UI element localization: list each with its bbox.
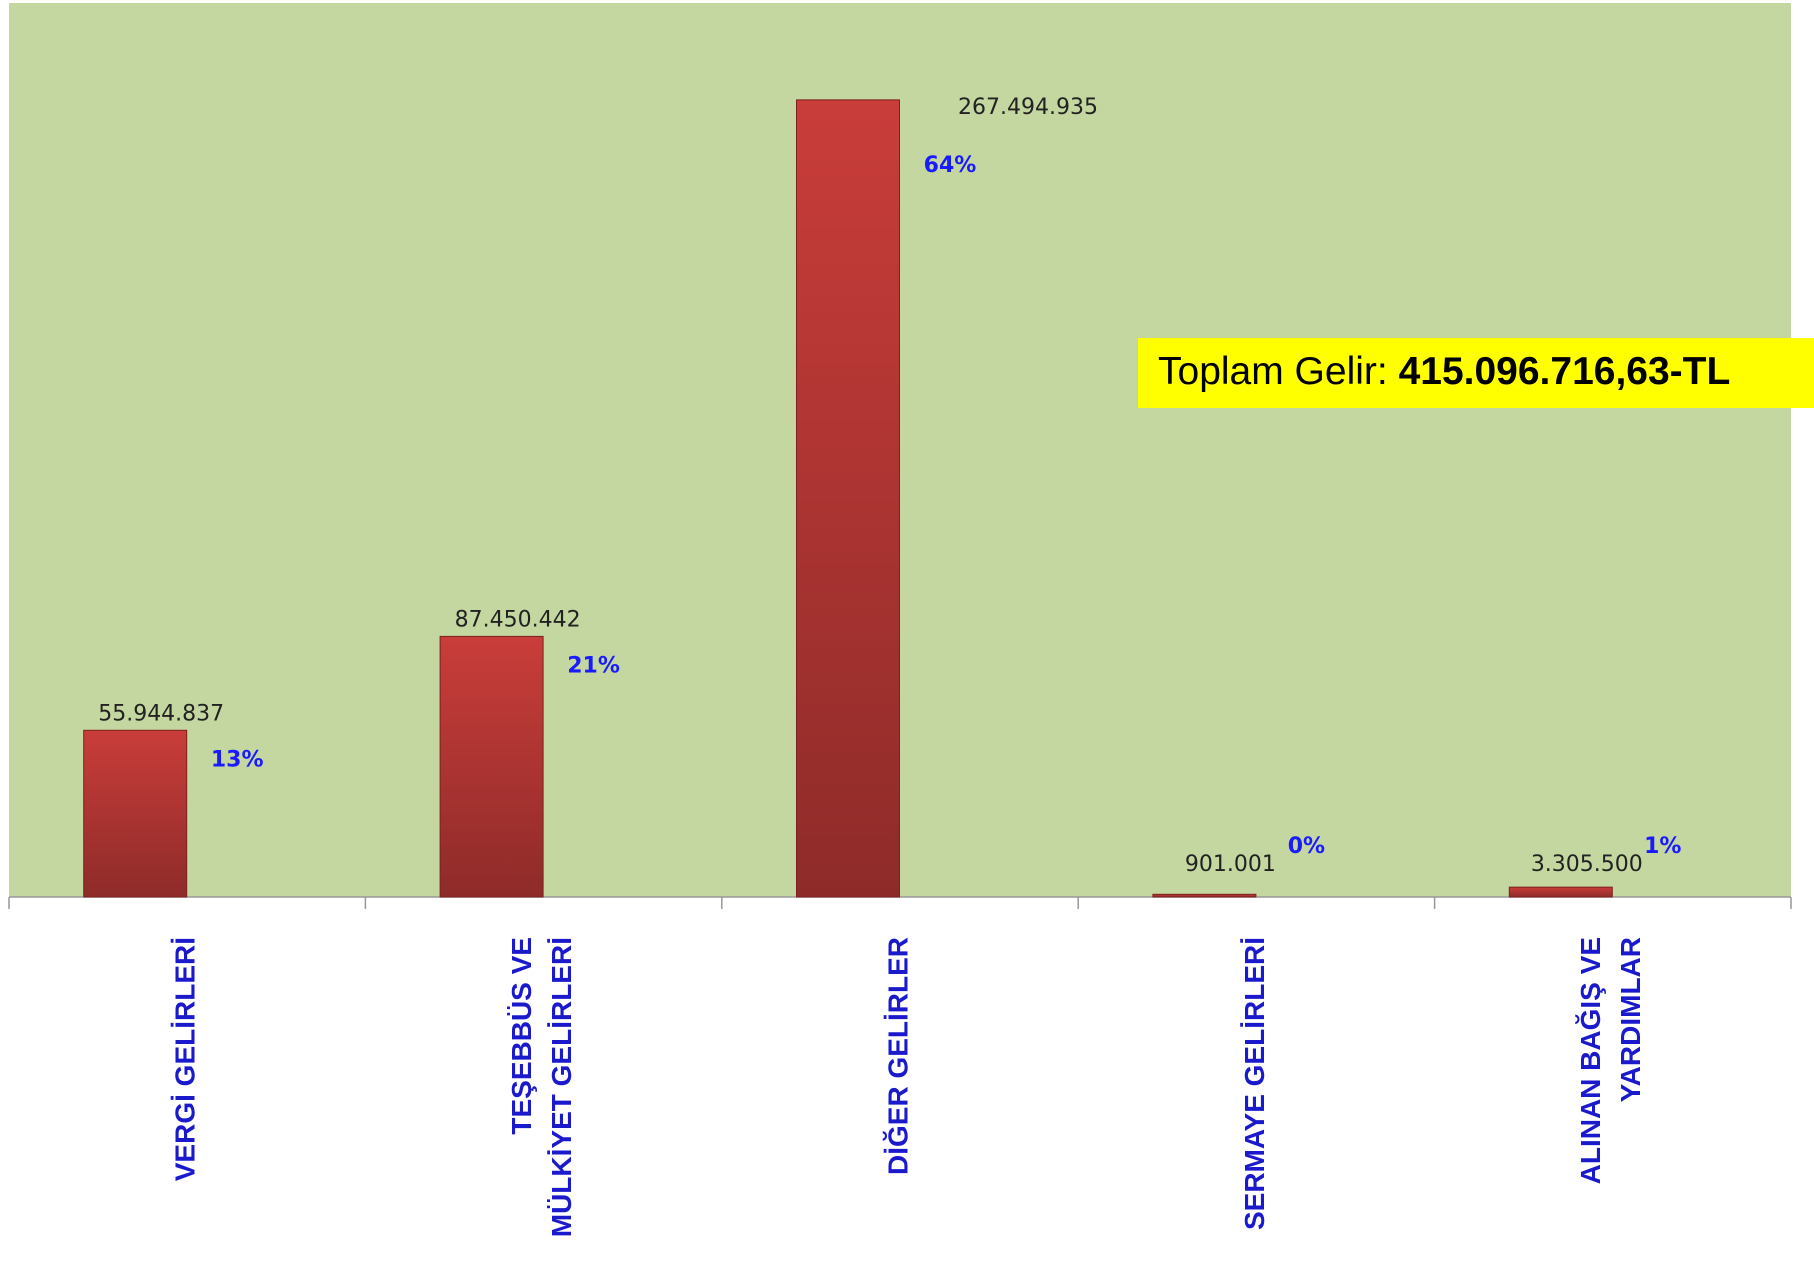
bar xyxy=(439,635,544,898)
x-tick-label: VERGİ GELİRLERİ xyxy=(170,937,201,1181)
bar xyxy=(1508,886,1613,898)
x-tick-label-line: ALINAN BAĞIŞ VE xyxy=(1575,937,1606,1184)
x-tick-label-line: DİĞER GELİRLER xyxy=(882,937,913,1175)
x-tick-label-line: VERGİ GELİRLERİ xyxy=(170,937,201,1181)
annotation-label: Toplam Gelir: xyxy=(1158,350,1399,393)
value-label: 3.305.500 xyxy=(1531,852,1643,877)
percent-label: 1% xyxy=(1644,834,1681,859)
x-tick-label-line: TEŞEBBÜS VE xyxy=(506,937,537,1135)
bar xyxy=(796,99,900,898)
bar xyxy=(1152,893,1257,898)
x-tick-label: TEŞEBBÜS VE MÜLKİYET GELİRLERİ xyxy=(506,937,577,1237)
value-label: 901.001 xyxy=(1185,852,1276,877)
annotation: Toplam Gelir: 415.096.716,63-TL xyxy=(1158,350,1730,393)
value-label: 87.450.442 xyxy=(455,607,581,632)
x-tick-label-line: YARDIMLAR xyxy=(1615,937,1646,1102)
percent-label: 21% xyxy=(567,653,620,678)
x-tick-label: ALINAN BAĞIŞ VE YARDIMLAR xyxy=(1575,937,1646,1184)
percent-label: 64% xyxy=(924,153,977,178)
value-label: 55.944.837 xyxy=(98,701,224,726)
x-tick-label-line: SERMAYE GELİRLERİ xyxy=(1239,937,1270,1230)
bar xyxy=(83,729,188,898)
annotation-value: 415.096.716,63-TL xyxy=(1399,350,1731,393)
value-label: 267.494.935 xyxy=(958,95,1098,120)
x-tick-label: SERMAYE GELİRLERİ xyxy=(1239,937,1270,1230)
x-tick-label: DİĞER GELİRLER xyxy=(882,937,913,1175)
percent-label: 13% xyxy=(211,747,264,772)
percent-label: 0% xyxy=(1288,834,1325,859)
x-tick-label-line: MÜLKİYET GELİRLERİ xyxy=(546,937,577,1237)
annotation-box xyxy=(1138,338,1814,408)
